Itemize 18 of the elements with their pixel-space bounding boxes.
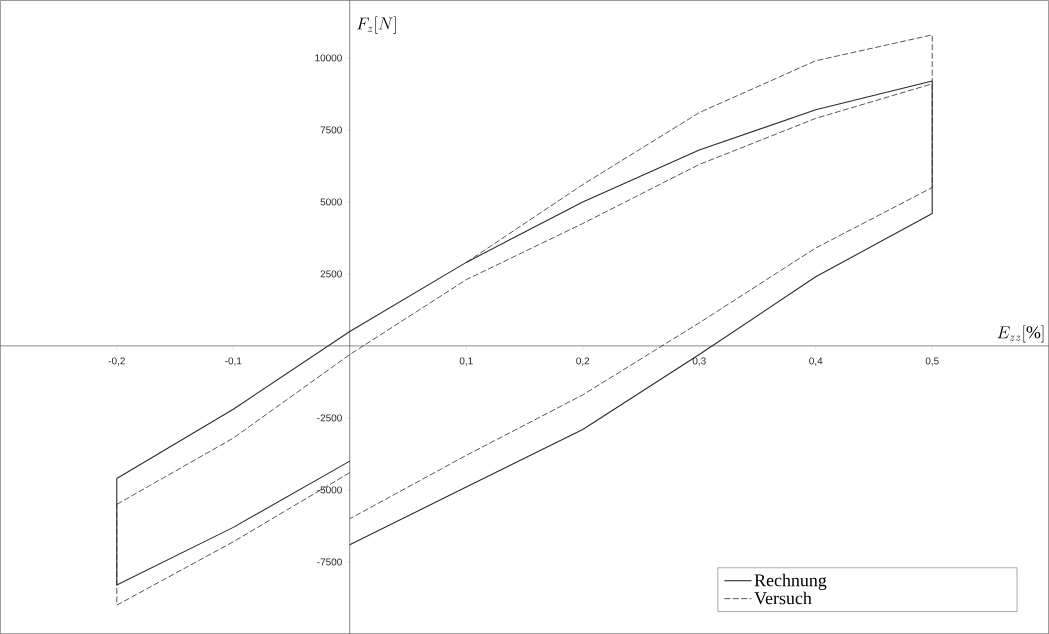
y-tick-label: -7500: [317, 558, 342, 566]
x-tick-label: 0,1: [459, 357, 473, 366]
x-tick-label: 0,5: [925, 357, 939, 366]
y-tick-label: -5000: [317, 486, 342, 494]
y-axis-title: $F_z[N]$: [357, 16, 396, 34]
x-tick-label: 0,3: [692, 357, 706, 366]
y-tick-label: 7500: [320, 126, 342, 134]
x-axis-title: $E_{zz}[\%]$: [997, 325, 1044, 343]
x-tick-label: -0,1: [225, 357, 242, 366]
y-tick-label: -2500: [317, 414, 342, 422]
x-tick-label: 0,2: [576, 357, 590, 366]
y-tick-label: 5000: [320, 198, 342, 206]
legend-label: Rechnung: [754, 573, 827, 590]
y-tick-label: 10000: [315, 54, 342, 62]
x-tick-label: 0,4: [809, 357, 823, 366]
x-tick-label: -0,2: [108, 357, 125, 366]
y-tick-label: 2500: [320, 270, 342, 278]
legend-label: Versuch: [754, 591, 812, 605]
